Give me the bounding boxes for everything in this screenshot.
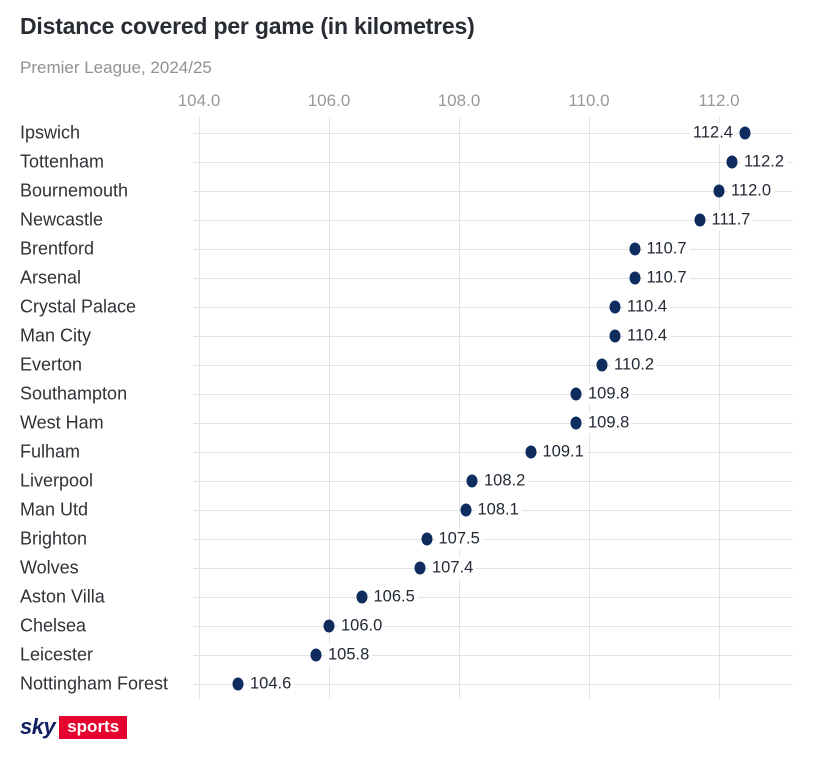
- value-label: 109.1: [539, 441, 587, 463]
- row-gridline: [193, 133, 793, 134]
- data-point-dot: [609, 329, 621, 343]
- value-label: 110.4: [624, 296, 671, 318]
- data-point-dot: [570, 416, 582, 430]
- data-point-dot: [525, 445, 536, 459]
- row-gridline: [193, 249, 793, 250]
- row-gridline: [193, 684, 793, 685]
- value-label: 107.5: [435, 528, 483, 550]
- row-gridline: [193, 278, 793, 279]
- vertical-gridline: [329, 117, 330, 699]
- team-label: Wolves: [20, 557, 79, 578]
- data-point-dot: [421, 532, 432, 546]
- value-label: 108.1: [474, 499, 522, 521]
- row-gridline: [193, 365, 793, 366]
- value-label: 112.0: [728, 180, 775, 202]
- value-label: 106.0: [338, 615, 386, 637]
- data-point-dot: [726, 155, 738, 169]
- value-label: 109.8: [585, 412, 633, 434]
- value-label: 109.8: [585, 383, 633, 405]
- data-point-dot: [570, 387, 582, 401]
- team-label: Ipswich: [20, 122, 81, 143]
- x-axis-tick-label: 104.0: [177, 91, 221, 110]
- chart-title: Distance covered per game (in kilometres…: [20, 13, 475, 39]
- team-label: Chelsea: [20, 615, 87, 636]
- team-label: Leicester: [20, 644, 94, 665]
- team-label: Arsenal: [20, 267, 82, 288]
- data-point-dot: [466, 474, 478, 488]
- row-gridline: [193, 162, 793, 163]
- team-label: Man City: [20, 325, 92, 346]
- data-point-dot: [232, 677, 244, 691]
- sports-logo-badge: sports: [59, 715, 128, 739]
- team-label: Aston Villa: [20, 586, 105, 607]
- value-label: 110.7: [643, 267, 690, 289]
- row-gridline: [193, 452, 793, 453]
- value-label: 111.7: [708, 209, 754, 231]
- data-point-dot: [713, 184, 725, 198]
- value-label: 110.2: [611, 354, 658, 376]
- team-label: Newcastle: [20, 209, 104, 230]
- data-point-dot: [629, 242, 640, 256]
- row-gridline: [193, 626, 793, 627]
- value-label: 110.7: [643, 238, 690, 260]
- team-label: Brentford: [20, 238, 95, 259]
- team-label: Tottenham: [20, 151, 105, 172]
- data-point-dot: [414, 561, 426, 575]
- sky-sports-logo: sky sports: [20, 714, 128, 739]
- data-point-dot: [310, 648, 322, 662]
- value-label: 104.6: [247, 673, 295, 695]
- data-point-dot: [694, 213, 705, 227]
- team-label: Southampton: [20, 383, 128, 404]
- team-label: Fulham: [20, 441, 81, 462]
- row-gridline: [193, 307, 793, 308]
- data-point-dot: [356, 590, 367, 604]
- row-gridline: [193, 655, 793, 656]
- vertical-gridline: [589, 117, 590, 699]
- row-gridline: [193, 597, 793, 598]
- data-point-dot: [460, 503, 471, 517]
- value-label: 108.2: [481, 470, 529, 492]
- vertical-gridline: [719, 117, 720, 699]
- value-label: 112.2: [741, 151, 788, 173]
- team-label: Nottingham Forest: [20, 673, 169, 694]
- team-label: Bournemouth: [20, 180, 129, 201]
- team-label: Liverpool: [20, 470, 94, 491]
- value-label: 105.8: [325, 644, 373, 666]
- row-gridline: [193, 539, 793, 540]
- x-axis-tick-label: 108.0: [437, 91, 481, 110]
- x-axis-tick-label: 110.0: [568, 91, 610, 110]
- x-axis-tick-label: 112.0: [698, 91, 740, 110]
- value-label: 110.4: [624, 325, 671, 347]
- team-label: Man Utd: [20, 499, 89, 520]
- team-label: Everton: [20, 354, 83, 375]
- row-gridline: [193, 220, 793, 221]
- team-label: Crystal Palace: [20, 296, 137, 317]
- value-label: 112.4: [689, 122, 736, 144]
- vertical-gridline: [199, 117, 200, 699]
- row-gridline: [193, 394, 793, 395]
- team-label: West Ham: [20, 412, 104, 433]
- row-gridline: [193, 191, 793, 192]
- row-gridline: [193, 423, 793, 424]
- data-point-dot: [323, 619, 335, 633]
- team-label: Brighton: [20, 528, 88, 549]
- data-point-dot: [596, 358, 608, 372]
- data-point-dot: [739, 126, 751, 140]
- row-gridline: [193, 568, 793, 569]
- data-point-dot: [629, 271, 640, 285]
- data-point-dot: [609, 300, 621, 314]
- chart-subtitle: Premier League, 2024/25: [20, 58, 212, 77]
- sky-logo-text: sky: [20, 714, 56, 739]
- value-label: 107.4: [429, 557, 477, 579]
- value-label: 106.5: [370, 586, 418, 608]
- x-axis-tick-label: 106.0: [307, 91, 351, 110]
- vertical-gridline: [459, 117, 460, 699]
- row-gridline: [193, 336, 793, 337]
